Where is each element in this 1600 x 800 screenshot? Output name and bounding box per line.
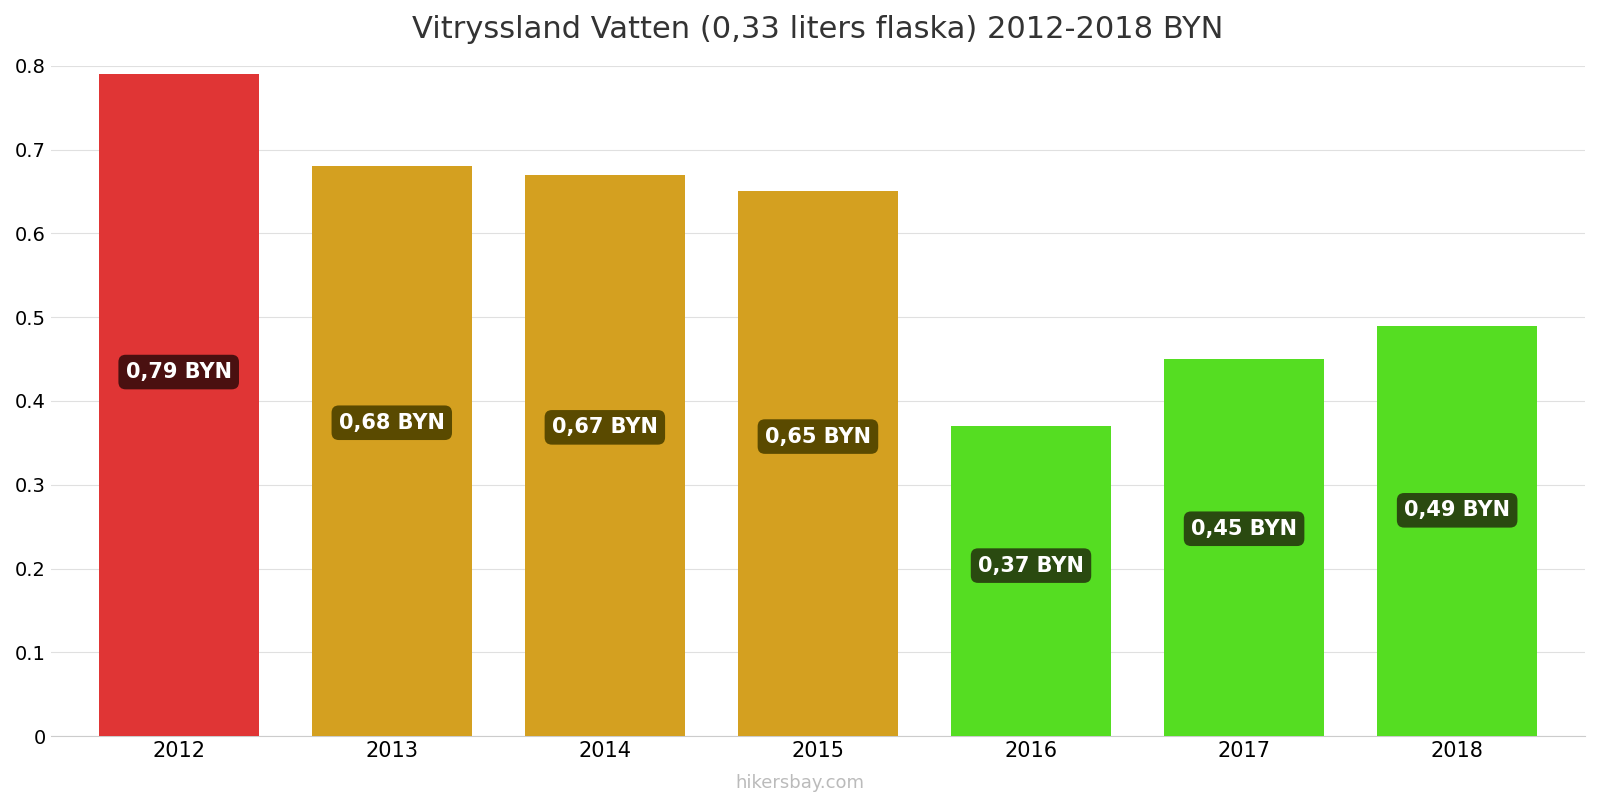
Bar	[1378, 326, 1538, 736]
Bar	[99, 74, 259, 736]
Bar	[950, 426, 1110, 736]
Bar	[312, 166, 472, 736]
Text: 0,49 BYN: 0,49 BYN	[1405, 500, 1510, 520]
Bar	[525, 174, 685, 736]
Text: 0,45 BYN: 0,45 BYN	[1190, 518, 1298, 538]
Text: 0,37 BYN: 0,37 BYN	[978, 556, 1083, 576]
Bar	[738, 191, 898, 736]
Text: 0,68 BYN: 0,68 BYN	[339, 413, 445, 433]
Text: 0,65 BYN: 0,65 BYN	[765, 426, 870, 446]
Bar	[1165, 359, 1323, 736]
Title: Vitryssland Vatten (0,33 liters flaska) 2012-2018 BYN: Vitryssland Vatten (0,33 liters flaska) …	[413, 15, 1224, 44]
Text: 0,67 BYN: 0,67 BYN	[552, 418, 658, 438]
Text: hikersbay.com: hikersbay.com	[736, 774, 864, 792]
Text: 0,79 BYN: 0,79 BYN	[126, 362, 232, 382]
